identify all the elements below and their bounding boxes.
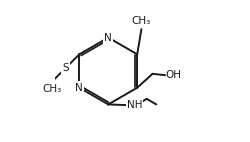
Text: NH: NH	[127, 100, 142, 110]
Text: N: N	[76, 83, 83, 93]
Text: CH₃: CH₃	[132, 16, 151, 26]
Text: CH₃: CH₃	[42, 84, 62, 94]
Text: S: S	[62, 63, 69, 73]
Text: N: N	[104, 33, 112, 43]
Text: OH: OH	[166, 70, 182, 80]
